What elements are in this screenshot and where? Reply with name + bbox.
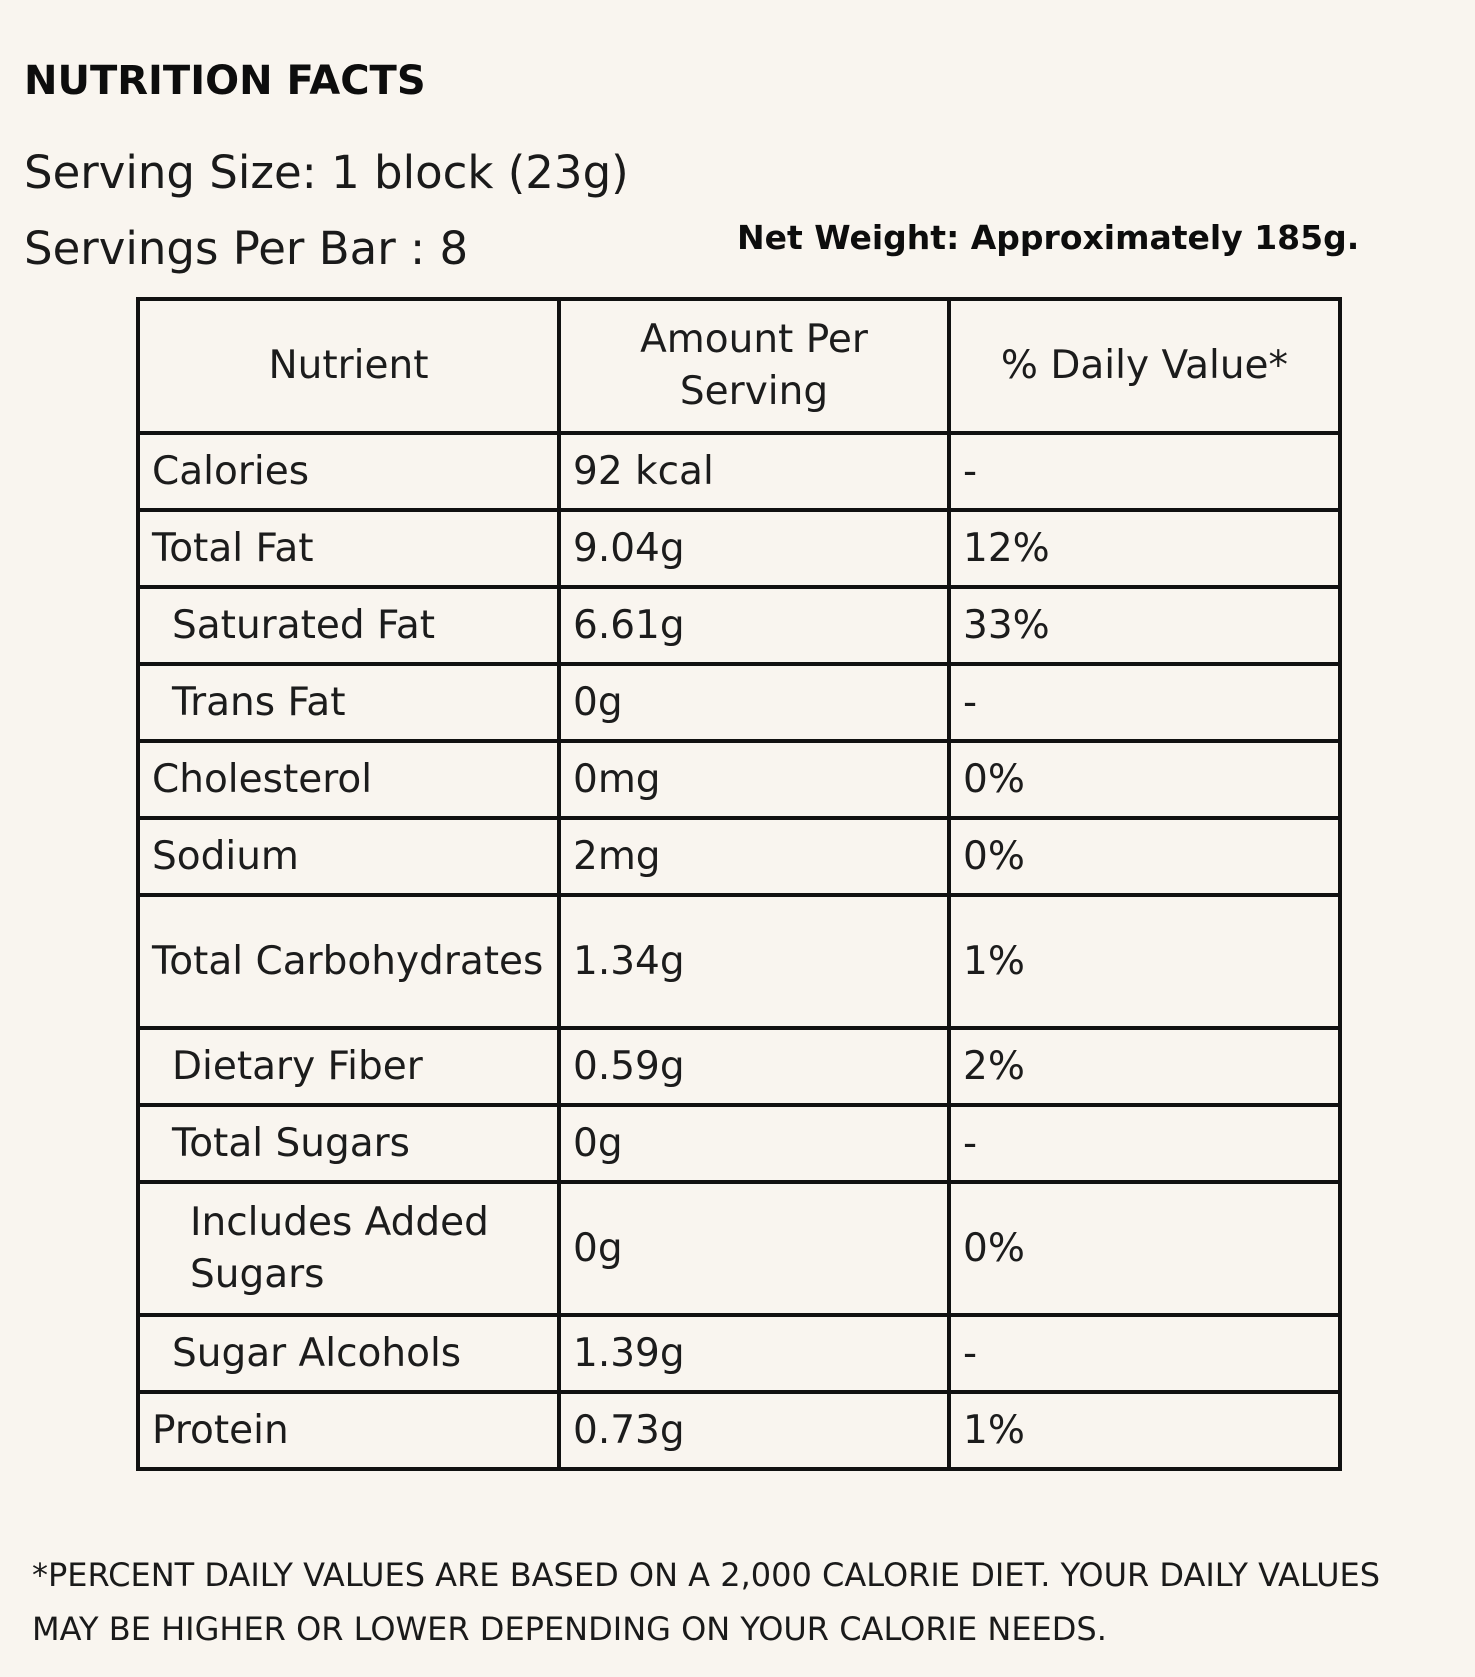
nutrient-amount: 9.04g: [557, 508, 951, 589]
table-row: Protein 0.73g 1%: [136, 1390, 1342, 1471]
nutrition-table: Nutrient Amount Per Serving % Daily Valu…: [136, 297, 1342, 1471]
page-title: NUTRITION FACTS: [24, 58, 426, 104]
nutrient-amount: 1.39g: [557, 1313, 951, 1394]
nutrient-daily-value: 2%: [947, 1026, 1342, 1107]
nutrient-amount: 0.59g: [557, 1026, 951, 1107]
nutrient-amount: 0g: [557, 1180, 951, 1317]
table-row: Total Carbohydrates 1.34g 1%: [136, 893, 1342, 1030]
nutrient-name: Protein: [136, 1390, 561, 1471]
nutrient-daily-value: 1%: [947, 893, 1342, 1030]
table-row: Total Fat 9.04g 12%: [136, 508, 1342, 589]
nutrient-name: Cholesterol: [136, 739, 561, 820]
nutrient-name: Includes Added Sugars: [136, 1180, 561, 1317]
table-row: Saturated Fat 6.61g 33%: [136, 585, 1342, 666]
nutrient-amount: 0mg: [557, 739, 951, 820]
nutrient-daily-value: 0%: [947, 1180, 1342, 1317]
daily-value-footnote: *PERCENT DAILY VALUES ARE BASED ON A 2,0…: [32, 1556, 1381, 1648]
nutrient-name: Total Carbohydrates: [136, 893, 561, 1030]
table-header-row: Nutrient Amount Per Serving % Daily Valu…: [136, 297, 1342, 435]
table-row: Dietary Fiber 0.59g 2%: [136, 1026, 1342, 1107]
header-nutrient: Nutrient: [136, 297, 561, 435]
nutrient-daily-value: 0%: [947, 816, 1342, 897]
table-row: Sodium 2mg 0%: [136, 816, 1342, 897]
servings-per-bar: Servings Per Bar : 8: [24, 222, 469, 275]
nutrient-amount: 92 kcal: [557, 431, 951, 512]
table-row: Cholesterol 0mg 0%: [136, 739, 1342, 820]
nutrient-name: Calories: [136, 431, 561, 512]
nutrient-daily-value: -: [947, 662, 1342, 743]
table-row: Calories 92 kcal -: [136, 431, 1342, 512]
nutrient-amount: 2mg: [557, 816, 951, 897]
table-row: Trans Fat 0g -: [136, 662, 1342, 743]
nutrient-amount: 0g: [557, 1103, 951, 1184]
nutrient-daily-value: 12%: [947, 508, 1342, 589]
nutrient-daily-value: 33%: [947, 585, 1342, 666]
net-weight: Net Weight: Approximately 185g.: [737, 218, 1360, 257]
nutrient-daily-value: 1%: [947, 1390, 1342, 1471]
nutrient-amount: 0.73g: [557, 1390, 951, 1471]
table-row: Total Sugars 0g -: [136, 1103, 1342, 1184]
nutrient-amount: 1.34g: [557, 893, 951, 1030]
serving-size: Serving Size: 1 block (23g): [24, 146, 629, 199]
nutrient-daily-value: 0%: [947, 739, 1342, 820]
nutrient-name: Dietary Fiber: [136, 1026, 561, 1107]
table-row: Includes Added Sugars 0g 0%: [136, 1180, 1342, 1317]
header-daily-value: % Daily Value*: [947, 297, 1342, 435]
nutrient-daily-value: -: [947, 1313, 1342, 1394]
nutrient-daily-value: -: [947, 1103, 1342, 1184]
nutrient-amount: 6.61g: [557, 585, 951, 666]
nutrient-daily-value: -: [947, 431, 1342, 512]
nutrient-name: Total Fat: [136, 508, 561, 589]
nutrient-name: Saturated Fat: [136, 585, 561, 666]
nutrient-amount: 0g: [557, 662, 951, 743]
nutrient-name: Sugar Alcohols: [136, 1313, 561, 1394]
nutrient-name: Trans Fat: [136, 662, 561, 743]
nutrient-name: Sodium: [136, 816, 561, 897]
header-amount: Amount Per Serving: [557, 297, 951, 435]
nutrient-name: Total Sugars: [136, 1103, 561, 1184]
table-row: Sugar Alcohols 1.39g -: [136, 1313, 1342, 1394]
